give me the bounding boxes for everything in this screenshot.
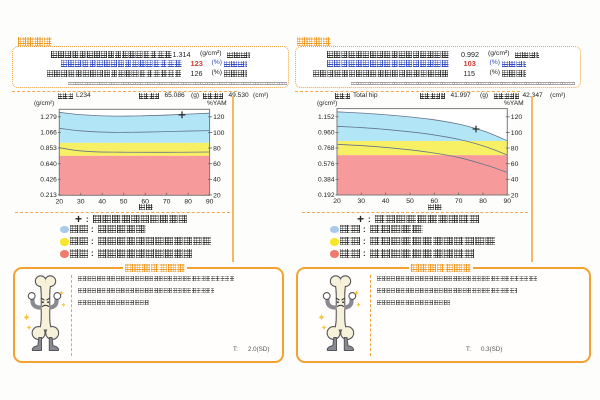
svg-text:40: 40 — [511, 177, 519, 184]
svg-text:20: 20 — [333, 198, 341, 205]
svg-text:100: 100 — [213, 130, 225, 137]
svg-text:0.768: 0.768 — [318, 145, 335, 152]
svg-text:30: 30 — [77, 198, 85, 205]
svg-text:60: 60 — [141, 198, 149, 205]
svg-text:120: 120 — [213, 114, 225, 121]
svg-text:0.853: 0.853 — [40, 145, 57, 152]
svg-text:120: 120 — [511, 114, 523, 121]
svg-text:60: 60 — [213, 161, 221, 168]
svg-text:0.960: 0.960 — [318, 130, 335, 137]
svg-text:40: 40 — [213, 177, 221, 184]
svg-text:70: 70 — [455, 198, 463, 205]
svg-text:90: 90 — [206, 198, 214, 205]
svg-text:60: 60 — [431, 198, 439, 205]
svg-text:0.576: 0.576 — [318, 161, 335, 168]
svg-text:1.066: 1.066 — [40, 130, 57, 137]
svg-text:0.192: 0.192 — [318, 192, 335, 199]
svg-text:0.213: 0.213 — [40, 192, 57, 199]
svg-text:1.152: 1.152 — [318, 114, 335, 121]
svg-text:40: 40 — [98, 198, 106, 205]
svg-text:100: 100 — [511, 130, 523, 137]
svg-text:80: 80 — [213, 145, 221, 152]
svg-text:80: 80 — [479, 198, 487, 205]
svg-text:50: 50 — [406, 198, 414, 205]
svg-text:20: 20 — [511, 192, 519, 199]
svg-text:1.279: 1.279 — [40, 114, 57, 121]
svg-text:80: 80 — [184, 198, 192, 205]
svg-text:80: 80 — [511, 145, 519, 152]
svg-text:20: 20 — [213, 192, 221, 199]
svg-text:0.426: 0.426 — [40, 177, 57, 184]
svg-text:40: 40 — [382, 198, 390, 205]
svg-text:90: 90 — [504, 198, 512, 205]
svg-text:50: 50 — [120, 198, 128, 205]
svg-text:0.384: 0.384 — [318, 177, 335, 184]
svg-text:20: 20 — [56, 198, 64, 205]
svg-text:70: 70 — [163, 198, 171, 205]
svg-text:30: 30 — [358, 198, 366, 205]
svg-text:60: 60 — [511, 161, 519, 168]
svg-text:0.640: 0.640 — [40, 161, 57, 168]
